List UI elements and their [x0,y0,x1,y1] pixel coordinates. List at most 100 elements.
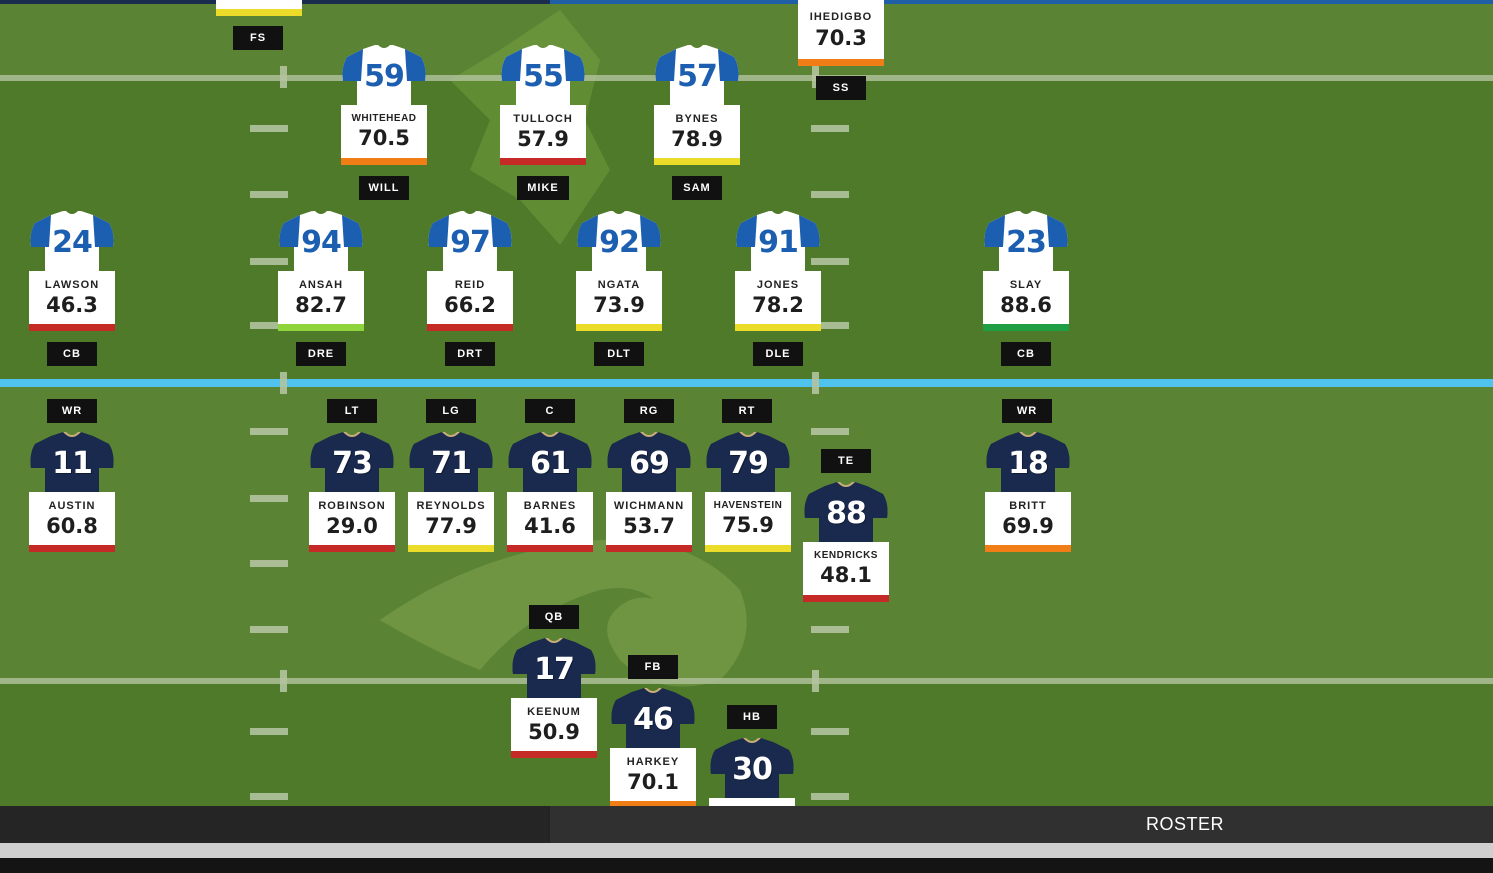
player-name: GURLEY [709,798,795,806]
player-info-card: WHITEHEAD 70.5 [341,105,427,165]
jersey-icon: 11 [29,432,115,494]
jersey-number: 57 [677,59,718,94]
player-card-slay[interactable]: 23 SLAY 88.6 [983,211,1069,331]
position-label-lt: LT [327,399,377,423]
jersey-number: 88 [826,496,867,531]
hash-mark [811,125,849,132]
player-card-reynolds[interactable]: 71 REYNOLDS 77.9 [408,432,494,552]
hash-mark [280,372,287,394]
player-rating: 69.9 [1002,514,1054,538]
player-card-ansah[interactable]: 94 ANSAH 82.7 [278,211,364,331]
player-rating: 77.9 [425,514,477,538]
player-name: WHITEHEAD [351,113,417,124]
player-rating: 60.8 [46,514,98,538]
player-card-jones[interactable]: 91 JONES 78.2 [735,211,821,331]
hash-mark [250,626,288,633]
player-name: LAWSON [44,279,100,291]
player-rating: 75.9 [722,513,774,537]
hash-mark [811,428,849,435]
jersey-number: 11 [52,446,93,481]
player-rating: 70.1 [627,770,679,794]
player-name: ROBINSON [318,500,386,512]
roster-tab[interactable]: ROSTER [1145,814,1224,834]
player-card-barnes[interactable]: 61 BARNES 41.6 [507,432,593,552]
jersey-icon: 17 [511,638,597,700]
player-info-card: REID 66.2 [427,271,513,331]
player-card-harkey[interactable]: 46 HARKEY 70.1 [610,688,696,806]
player-card-fs[interactable] [216,0,302,16]
jersey-number: 55 [523,59,564,94]
player-card-kendricks[interactable]: 88 KENDRICKS 48.1 [803,482,889,602]
rating-bar [610,801,696,806]
hash-mark [811,728,849,735]
rating-bar [803,595,889,602]
player-card-keenum[interactable]: 17 KEENUM 50.9 [511,638,597,758]
hash-mark [250,560,288,567]
position-label-dle: DLE [753,342,803,366]
player-rating: 66.2 [444,293,496,317]
jersey-number: 94 [301,225,342,260]
player-info-card: SLAY 88.6 [983,271,1069,331]
home-team-color-bar [550,0,1493,4]
player-rating: 73.9 [593,293,645,317]
hash-mark [250,428,288,435]
player-info-card: ANSAH 82.7 [278,271,364,331]
position-label-cb: CB [1001,342,1051,366]
player-card-reid[interactable]: 97 REID 66.2 [427,211,513,331]
hash-mark [811,191,849,198]
player-card-austin[interactable]: 11 AUSTIN 60.8 [29,432,115,552]
jersey-icon: 59 [341,45,427,107]
player-card-wichmann[interactable]: 69 WICHMANN 53.7 [606,432,692,552]
player-name: BARNES [523,500,577,512]
player-rating: 88.6 [1000,293,1052,317]
player-rating: 29.0 [326,514,378,538]
player-card-ngata[interactable]: 92 NGATA 73.9 [576,211,662,331]
rating-bar [341,158,427,165]
jersey-icon: 71 [408,432,494,494]
hash-mark [250,495,288,502]
jersey-number: 18 [1008,446,1049,481]
player-name: JONES [756,279,800,291]
jersey-number: 91 [758,225,799,260]
position-label-dre: DRE [296,342,346,366]
football-field: IHEDIGBO 70.3 FS SS 59 WHITEHEAD 70.5 55 TU… [0,0,1493,806]
player-info-card: HAVENSTEIN 75.9 [705,492,791,552]
jersey-icon: 79 [705,432,791,494]
player-name: AUSTIN [48,500,96,512]
player-info-card: KEENUM 50.9 [511,698,597,758]
player-card-lawson[interactable]: 24 LAWSON 46.3 [29,211,115,331]
yard-line [0,75,1493,81]
position-label-c: C [525,399,575,423]
jersey-icon: 23 [983,211,1069,273]
player-card-whitehead[interactable]: 59 WHITEHEAD 70.5 [341,45,427,165]
player-card-robinson[interactable]: 73 ROBINSON 29.0 [309,432,395,552]
jersey-icon: 69 [606,432,692,494]
player-card-gurley[interactable]: 30 GURLEY79.0 [709,738,795,806]
player-card-ihedigbo[interactable]: IHEDIGBO 70.3 [798,0,884,66]
player-name: WICHMANN [613,500,685,512]
position-label-ss: SS [816,76,866,100]
jersey-number: 69 [629,446,670,481]
line-of-scrimmage [0,379,1493,387]
player-rating: 53.7 [623,514,675,538]
player-card-britt[interactable]: 18 BRITT 69.9 [985,432,1071,552]
jersey-icon: 24 [29,211,115,273]
position-label-sam: SAM [672,176,722,200]
player-card-bynes[interactable]: 57 BYNES 78.9 [654,45,740,165]
player-card-havenstein[interactable]: 79 HAVENSTEIN 75.9 [705,432,791,552]
rating-bar [507,545,593,552]
jersey-icon: 97 [427,211,513,273]
jersey-number: 17 [534,652,575,687]
position-label-lg: LG [426,399,476,423]
hash-mark [280,66,287,88]
position-label-rt: RT [722,399,772,423]
rating-bar [576,324,662,331]
rating-bar [408,545,494,552]
player-card-tulloch[interactable]: 55 TULLOCH 57.9 [500,45,586,165]
player-info-card: AUSTIN 60.8 [29,492,115,552]
player-name: NGATA [597,279,641,291]
player-rating: 46.3 [46,293,98,317]
jersey-number: 61 [530,446,571,481]
rating-bar [735,324,821,331]
player-info-card: REYNOLDS 77.9 [408,492,494,552]
